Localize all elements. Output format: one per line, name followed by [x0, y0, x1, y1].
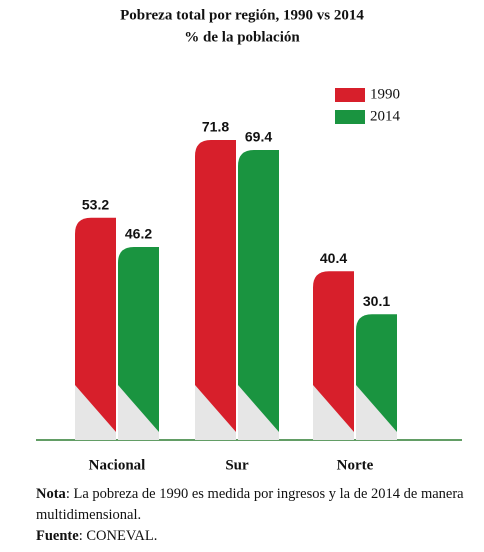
note-text: : La pobreza de 1990 es medida por ingre…	[36, 486, 464, 523]
bar	[118, 246, 159, 440]
source-text: : CONEVAL.	[78, 528, 158, 544]
source-line: Fuente: CONEVAL.	[36, 526, 476, 547]
x-tick-label: Norte	[337, 457, 374, 473]
data-label: 53.2	[82, 196, 109, 212]
data-label: 69.4	[245, 129, 272, 145]
legend-swatch	[335, 88, 365, 102]
x-tick-label: Nacional	[89, 457, 146, 473]
legend-swatch	[335, 110, 365, 124]
bar	[75, 217, 116, 440]
data-label: 30.1	[363, 293, 390, 309]
x-tick-label: Sur	[225, 457, 249, 473]
source-label: Fuente	[36, 528, 79, 544]
bar-shade	[75, 385, 116, 440]
bar-shade	[118, 385, 159, 440]
chart-subtitle: % de la población	[184, 29, 300, 45]
chart: Pobreza total por región, 1990 vs 2014 %…	[36, 7, 462, 473]
note: Nota: La pobreza de 1990 es medida por i…	[36, 484, 476, 547]
data-label: 46.2	[125, 226, 152, 242]
bar	[238, 150, 279, 440]
bar	[195, 140, 236, 440]
chart-title: Pobreza total por región, 1990 vs 2014	[120, 7, 364, 23]
note-line: Nota: La pobreza de 1990 es medida por i…	[36, 484, 476, 526]
legend-label: 1990	[370, 86, 400, 102]
legend-label: 2014	[370, 108, 401, 124]
bar-shade	[238, 385, 279, 440]
data-label: 71.8	[202, 119, 229, 135]
bar-shade	[195, 385, 236, 440]
data-label: 40.4	[320, 250, 347, 266]
bar-shade	[356, 385, 397, 440]
note-label: Nota	[36, 486, 66, 502]
bar-shade	[313, 385, 354, 440]
